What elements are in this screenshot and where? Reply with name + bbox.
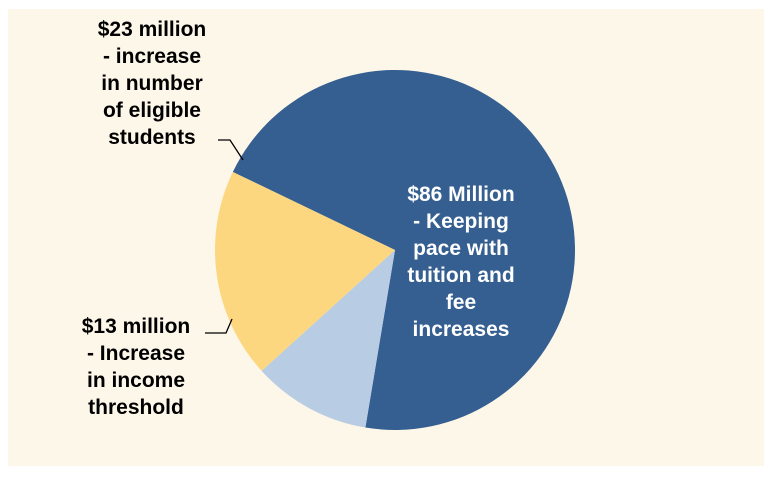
slice-label-eligible-students: $23 million - increase in number of elig… (97, 18, 207, 149)
pie-slice-tuition-fees (232, 70, 576, 431)
leader-line-eligible-students (218, 139, 244, 161)
slice-label-tuition-fees: $86 Million - Keeping pace with tuition … (407, 183, 515, 341)
leader-line-income-threshold (205, 318, 233, 334)
slice-label-income-threshold: $13 million - Increase in income thresho… (81, 315, 191, 419)
pie-slice-income-threshold (261, 250, 395, 428)
pie-slice-eligible-students (215, 171, 395, 371)
